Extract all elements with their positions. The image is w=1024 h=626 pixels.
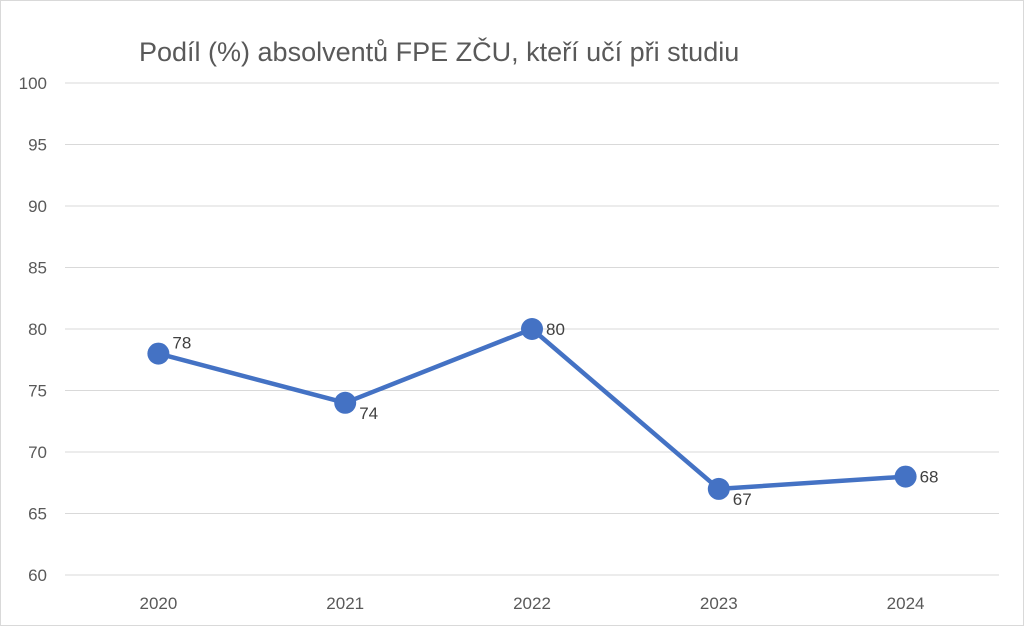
data-point xyxy=(521,318,543,340)
y-tick-label: 60 xyxy=(28,566,47,585)
data-point xyxy=(894,465,917,488)
y-tick-label: 75 xyxy=(28,382,47,401)
y-tick-label: 65 xyxy=(28,505,47,524)
data-point xyxy=(707,477,730,500)
data-labels: 78 74 80 67 68 xyxy=(172,320,938,509)
data-point xyxy=(334,391,357,414)
y-tick-label: 90 xyxy=(28,197,47,216)
data-label: 78 xyxy=(172,334,191,353)
x-tick-label: 2024 xyxy=(887,594,925,613)
y-tick-label: 70 xyxy=(28,443,47,462)
data-label: 80 xyxy=(546,320,565,339)
x-tick-label: 2022 xyxy=(513,594,551,613)
data-label: 68 xyxy=(920,468,939,487)
x-tick-label: 2023 xyxy=(700,594,738,613)
series xyxy=(147,318,917,500)
x-tick-label: 2021 xyxy=(326,594,364,613)
data-label: 67 xyxy=(733,490,752,509)
series-line xyxy=(156,326,908,492)
data-point xyxy=(147,342,170,365)
y-tick-label: 95 xyxy=(28,136,47,155)
y-tick-label: 80 xyxy=(28,320,47,339)
y-axis-tick-labels: 60 65 70 75 80 85 90 95 100 xyxy=(19,74,47,585)
chart-title: Podíl (%) absolventů FPE ZČU, kteří učí … xyxy=(139,37,740,67)
x-axis-tick-labels: 2020 2021 2022 2023 2024 xyxy=(139,594,924,613)
x-tick-label: 2020 xyxy=(139,594,177,613)
y-tick-label: 100 xyxy=(19,74,47,93)
gridlines xyxy=(65,82,999,576)
data-label: 74 xyxy=(359,404,378,423)
y-tick-label: 85 xyxy=(28,259,47,278)
